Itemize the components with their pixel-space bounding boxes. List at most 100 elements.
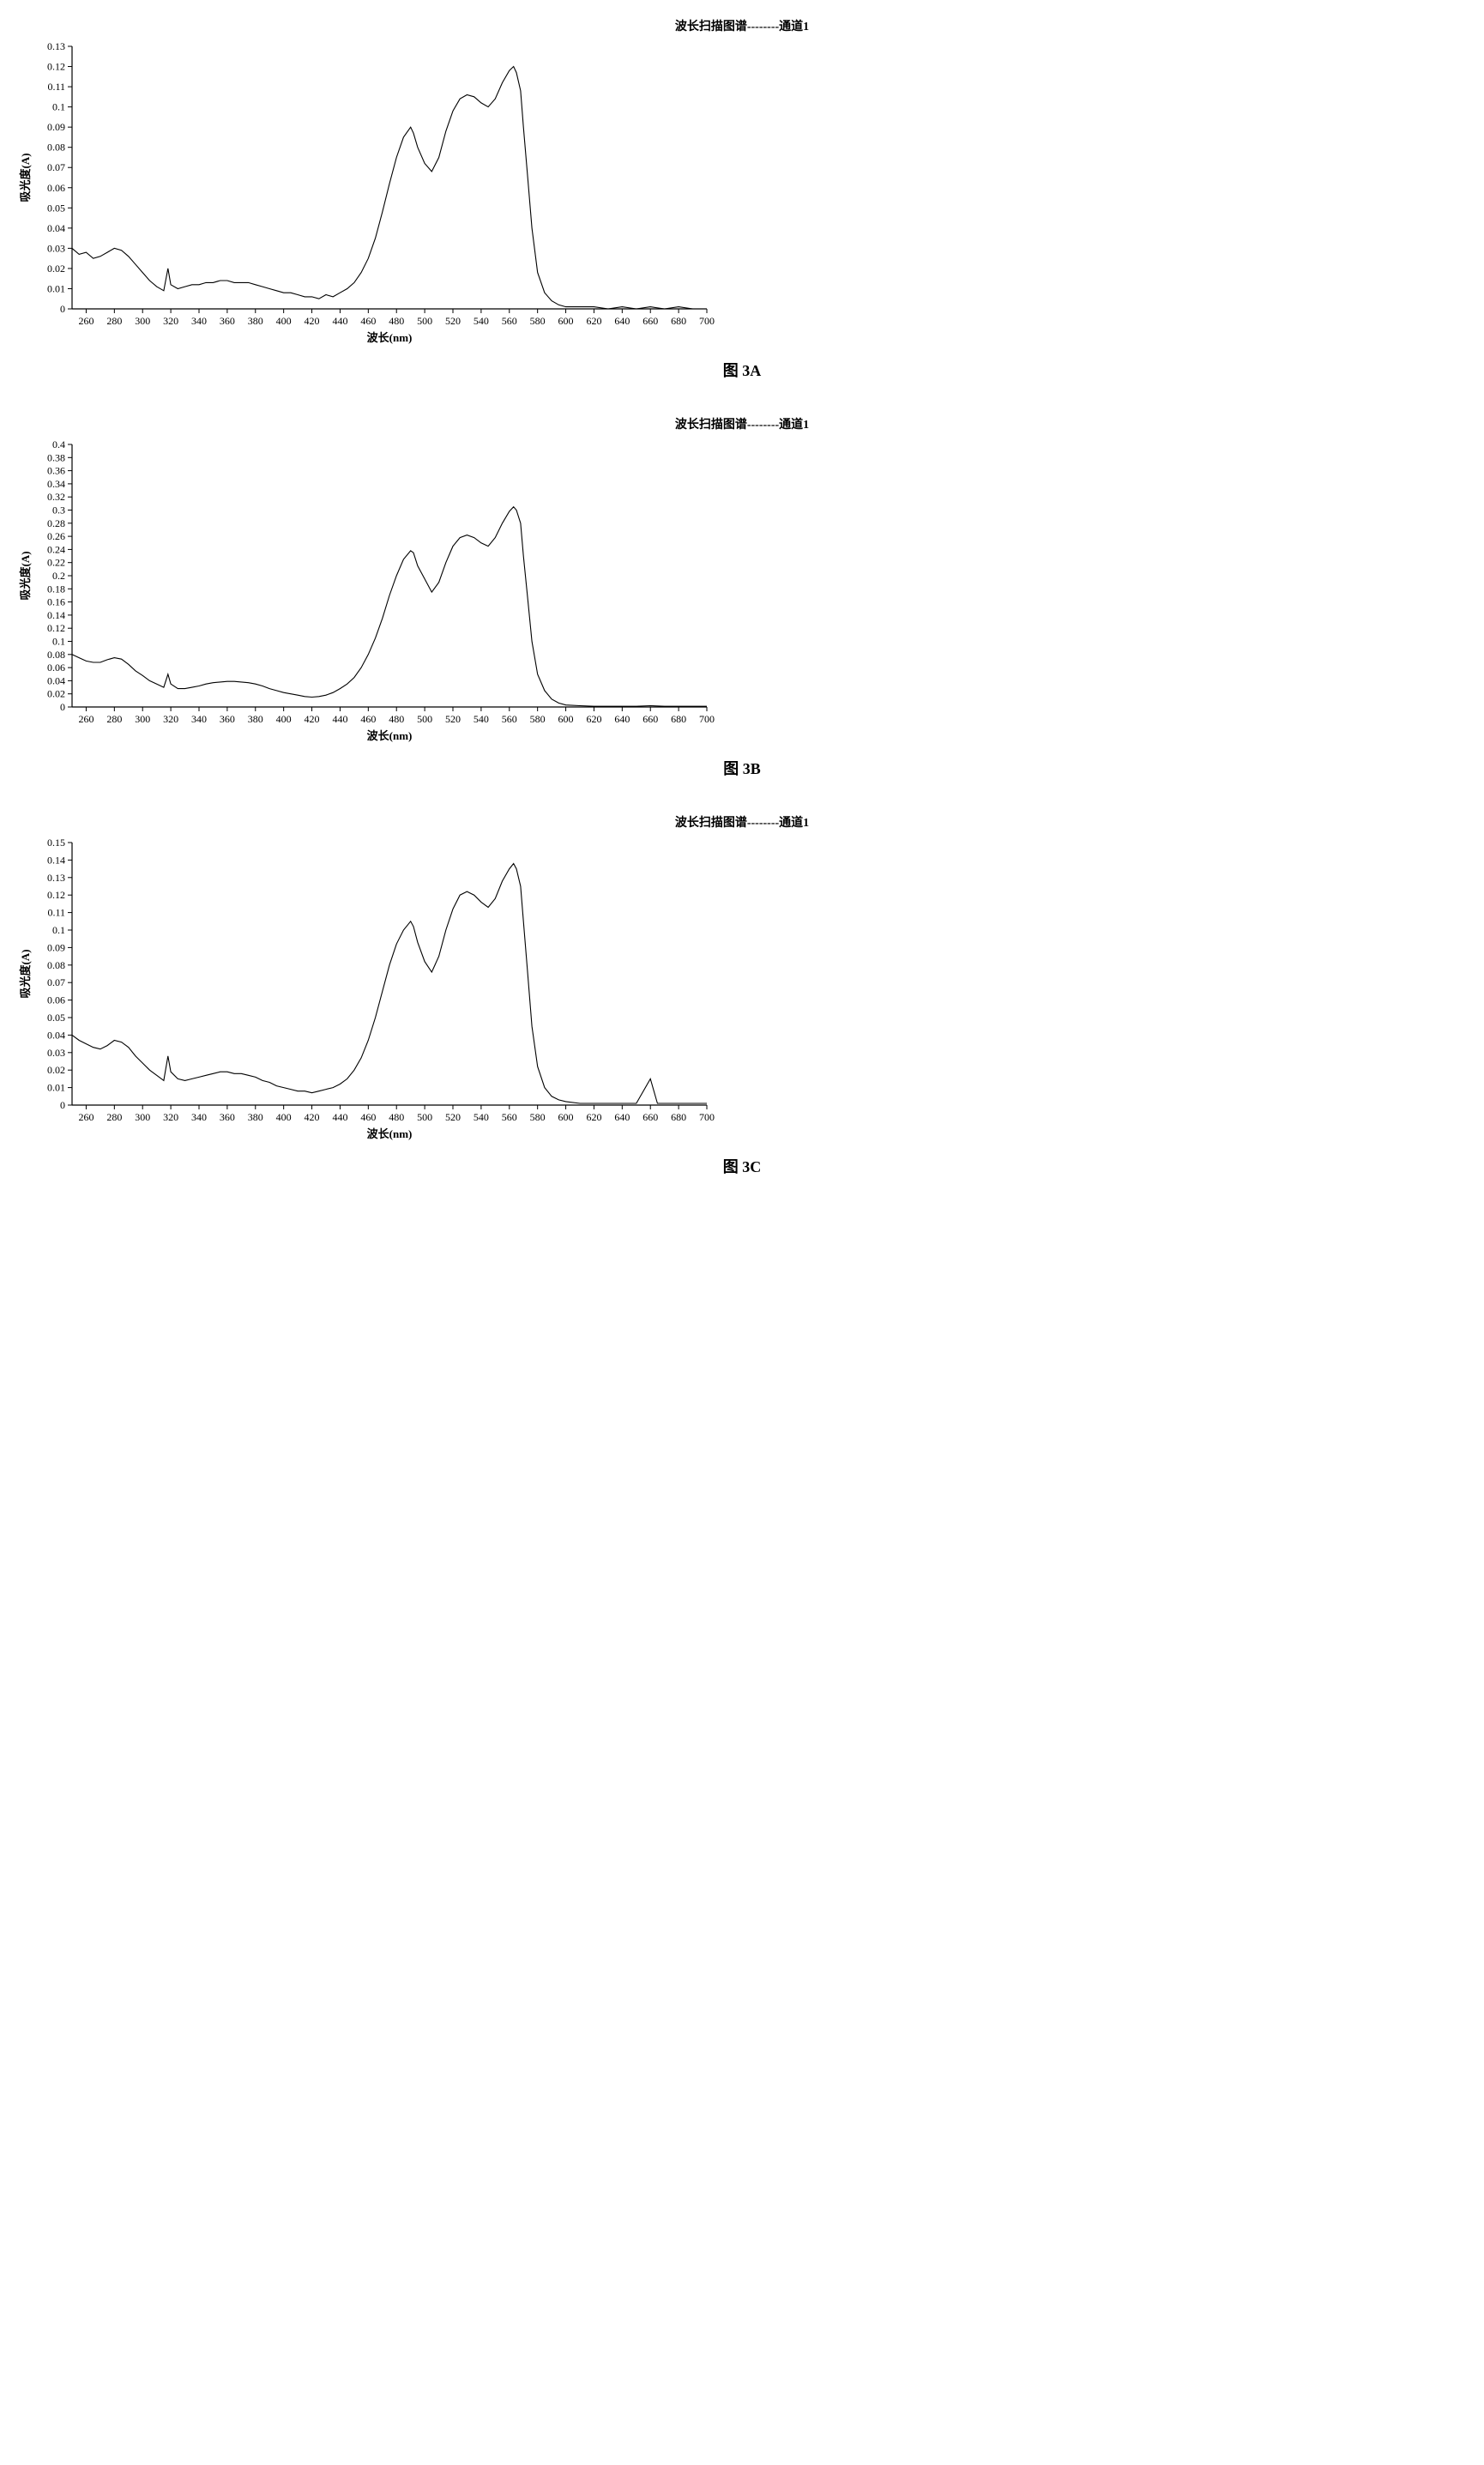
svg-text:440: 440 <box>332 1111 347 1123</box>
svg-text:0.24: 0.24 <box>47 543 65 555</box>
svg-text:460: 460 <box>360 713 376 725</box>
x-axis-label: 波长(nm) <box>367 331 413 344</box>
chart-title: 波长扫描图谱--------通道1 <box>17 813 1467 831</box>
svg-text:0: 0 <box>60 701 65 713</box>
svg-text:0.4: 0.4 <box>52 438 65 450</box>
svg-text:0.01: 0.01 <box>47 1082 65 1094</box>
svg-text:0.03: 0.03 <box>47 1047 65 1059</box>
svg-text:0.3: 0.3 <box>52 504 65 517</box>
svg-text:640: 640 <box>614 713 630 725</box>
svg-text:0.18: 0.18 <box>47 583 65 595</box>
svg-text:0.12: 0.12 <box>47 61 65 73</box>
svg-text:0.15: 0.15 <box>47 837 65 849</box>
svg-text:0.03: 0.03 <box>47 242 65 254</box>
svg-text:400: 400 <box>276 713 292 725</box>
svg-text:360: 360 <box>220 713 235 725</box>
spectrum-chart-A: 2602803003203403603804004204404604805005… <box>17 38 721 347</box>
svg-text:560: 560 <box>502 315 517 327</box>
svg-text:660: 660 <box>642 1111 658 1123</box>
svg-text:0.13: 0.13 <box>47 872 65 884</box>
spectrum-chart-C: 2602803003203403603804004204404604805005… <box>17 834 721 1143</box>
svg-text:0.28: 0.28 <box>47 517 65 529</box>
svg-text:520: 520 <box>445 1111 461 1123</box>
svg-text:0.26: 0.26 <box>47 530 65 542</box>
svg-text:380: 380 <box>248 315 263 327</box>
svg-text:660: 660 <box>642 713 658 725</box>
svg-text:680: 680 <box>671 1111 686 1123</box>
svg-text:540: 540 <box>474 315 489 327</box>
svg-text:620: 620 <box>586 315 601 327</box>
svg-text:0.09: 0.09 <box>47 941 65 953</box>
svg-text:620: 620 <box>586 713 601 725</box>
chart-caption: 图 3A <box>17 359 1467 381</box>
svg-text:580: 580 <box>530 713 546 725</box>
svg-text:0.07: 0.07 <box>47 976 65 988</box>
svg-text:420: 420 <box>305 1111 320 1123</box>
svg-text:680: 680 <box>671 315 686 327</box>
svg-text:0.11: 0.11 <box>47 907 65 919</box>
chart-bg <box>17 834 721 1143</box>
svg-text:440: 440 <box>332 713 347 725</box>
svg-text:0.05: 0.05 <box>47 202 65 214</box>
svg-text:600: 600 <box>558 1111 574 1123</box>
svg-text:0.05: 0.05 <box>47 1012 65 1024</box>
svg-text:0.14: 0.14 <box>47 609 65 621</box>
svg-text:700: 700 <box>699 713 715 725</box>
svg-text:340: 340 <box>191 713 207 725</box>
chart-wrap: 2602803003203403603804004204404604805005… <box>17 436 1467 745</box>
svg-text:600: 600 <box>558 713 574 725</box>
svg-text:320: 320 <box>163 1111 178 1123</box>
svg-text:0.09: 0.09 <box>47 121 65 133</box>
svg-text:0.11: 0.11 <box>47 81 65 93</box>
chart-bg <box>17 38 721 347</box>
svg-text:380: 380 <box>248 713 263 725</box>
svg-text:0.22: 0.22 <box>47 557 65 569</box>
svg-text:0.38: 0.38 <box>47 451 65 463</box>
y-axis-label: 吸光度(A) <box>19 153 32 202</box>
svg-text:0.06: 0.06 <box>47 662 65 674</box>
svg-text:560: 560 <box>502 1111 517 1123</box>
svg-text:600: 600 <box>558 315 574 327</box>
svg-text:400: 400 <box>276 315 292 327</box>
svg-text:0.08: 0.08 <box>47 142 65 154</box>
svg-text:0.16: 0.16 <box>47 596 65 608</box>
svg-text:320: 320 <box>163 315 178 327</box>
svg-text:0.06: 0.06 <box>47 994 65 1006</box>
svg-text:0.2: 0.2 <box>52 570 65 582</box>
svg-text:660: 660 <box>642 315 658 327</box>
svg-text:0.02: 0.02 <box>47 1064 65 1076</box>
x-axis-label: 波长(nm) <box>367 1127 413 1140</box>
svg-text:0.04: 0.04 <box>47 674 65 686</box>
svg-text:0.02: 0.02 <box>47 263 65 275</box>
svg-text:620: 620 <box>586 1111 601 1123</box>
svg-text:0: 0 <box>60 303 65 315</box>
svg-text:0.04: 0.04 <box>47 1029 65 1041</box>
svg-text:680: 680 <box>671 713 686 725</box>
svg-text:420: 420 <box>305 315 320 327</box>
svg-text:280: 280 <box>106 1111 122 1123</box>
svg-text:0.12: 0.12 <box>47 889 65 901</box>
svg-text:360: 360 <box>220 1111 235 1123</box>
y-axis-label: 吸光度(A) <box>19 551 32 600</box>
svg-text:480: 480 <box>389 1111 404 1123</box>
svg-text:560: 560 <box>502 713 517 725</box>
svg-text:540: 540 <box>474 713 489 725</box>
svg-text:700: 700 <box>699 315 715 327</box>
svg-text:260: 260 <box>78 315 94 327</box>
svg-text:320: 320 <box>163 713 178 725</box>
svg-text:500: 500 <box>417 713 432 725</box>
chart-title: 波长扫描图谱--------通道1 <box>17 415 1467 432</box>
svg-text:0.12: 0.12 <box>47 622 65 634</box>
svg-text:0.14: 0.14 <box>47 854 65 866</box>
svg-text:0.06: 0.06 <box>47 182 65 194</box>
svg-text:540: 540 <box>474 1111 489 1123</box>
svg-text:0.07: 0.07 <box>47 161 65 173</box>
chart-caption: 图 3B <box>17 757 1467 779</box>
chart-caption: 图 3C <box>17 1155 1467 1177</box>
svg-text:0.08: 0.08 <box>47 649 65 661</box>
svg-text:0.1: 0.1 <box>52 636 65 648</box>
svg-text:0.1: 0.1 <box>52 101 65 113</box>
svg-text:0.32: 0.32 <box>47 491 65 503</box>
svg-text:440: 440 <box>332 315 347 327</box>
svg-text:580: 580 <box>530 315 546 327</box>
